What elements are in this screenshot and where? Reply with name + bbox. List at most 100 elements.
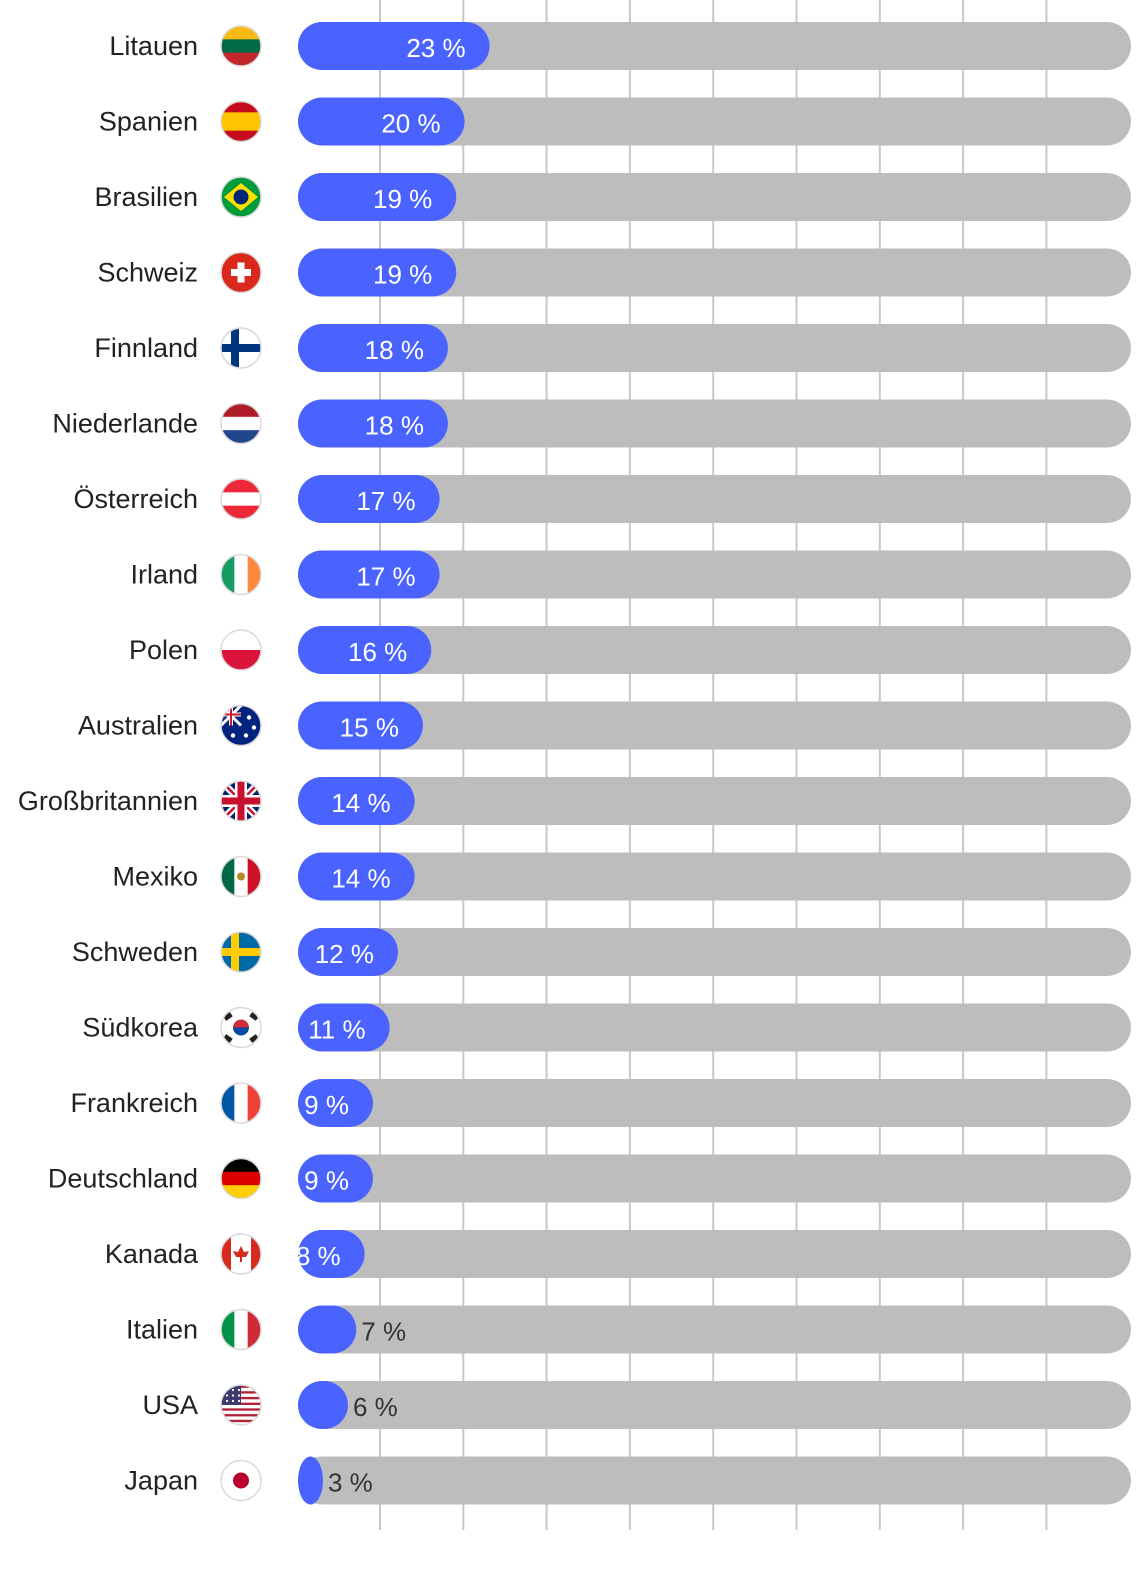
country-label: Südkorea <box>82 1013 199 1043</box>
france-flag-icon <box>220 1082 262 1124</box>
country-label: Mexiko <box>112 862 198 892</box>
bar <box>298 1456 323 1505</box>
bar <box>298 173 457 221</box>
australia-flag-icon <box>220 704 262 747</box>
bar-row: Kanada 8 % <box>105 1230 1131 1278</box>
data-label: 3 % <box>328 1468 373 1498</box>
bar <box>298 324 448 372</box>
bar <box>298 97 465 146</box>
data-label: 9 % <box>304 1090 349 1120</box>
bar-track <box>298 1456 1131 1505</box>
usa-flag-icon <box>220 1384 262 1426</box>
bar-row: Italien 7 % <box>126 1305 1131 1354</box>
bar-row: Frankreich 9 % <box>70 1079 1131 1127</box>
mexico-flag-icon <box>220 855 262 898</box>
data-label: 18 % <box>365 335 424 365</box>
finland-flag-icon <box>220 327 262 369</box>
data-label: 17 % <box>356 562 415 592</box>
bar-track <box>298 97 1131 146</box>
data-label: 20 % <box>381 109 440 139</box>
data-label: 14 % <box>331 864 390 894</box>
bar-track <box>298 928 1131 976</box>
bar <box>298 852 415 901</box>
bar <box>298 22 490 70</box>
data-label: 12 % <box>315 939 374 969</box>
bar <box>298 475 440 523</box>
bar <box>298 550 440 599</box>
bar-track <box>298 1003 1131 1052</box>
bar-track <box>298 1230 1131 1278</box>
bar-row: Australien 15 % <box>78 701 1131 750</box>
country-label: Litauen <box>109 31 198 61</box>
bar-row: Polen 16 % <box>129 626 1131 674</box>
bar-row: Großbritannien 14 % <box>18 777 1131 825</box>
country-label: Spanien <box>99 107 198 137</box>
bar <box>298 1381 348 1429</box>
country-label: Japan <box>124 1466 198 1496</box>
bar-row: Spanien 20 % <box>99 97 1131 146</box>
japan-flag-icon <box>220 1459 262 1502</box>
data-label: 16 % <box>348 637 407 667</box>
bar <box>298 928 398 976</box>
bar-track <box>298 399 1131 448</box>
data-label: 11 % <box>308 1015 365 1045</box>
grid-lines <box>379 0 1048 1530</box>
country-label: Niederlande <box>52 409 198 439</box>
bar-track <box>298 248 1131 297</box>
bar-row: Brasilien 19 % <box>94 173 1131 221</box>
country-label: Italien <box>126 1315 198 1345</box>
bar <box>298 701 423 750</box>
ireland-flag-icon <box>220 553 262 596</box>
bar <box>298 777 415 825</box>
bar-track <box>298 626 1131 674</box>
canada-flag-icon <box>220 1233 262 1275</box>
bar-row: Japan 3 % <box>124 1456 1131 1505</box>
bar-track <box>298 1305 1131 1354</box>
netherlands-flag-icon <box>220 402 262 445</box>
bar-track <box>298 852 1131 901</box>
country-label: Schweiz <box>97 258 198 288</box>
country-label: Österreich <box>73 484 198 514</box>
lithuania-flag-icon <box>220 25 262 67</box>
sweden-flag-icon <box>220 931 262 973</box>
country-label: Australien <box>78 711 198 741</box>
bar <box>298 248 457 297</box>
bar <box>298 1079 373 1127</box>
country-label: Kanada <box>105 1239 199 1269</box>
country-label: Irland <box>130 560 198 590</box>
bar-track <box>298 1381 1131 1429</box>
bar <box>298 1154 373 1203</box>
country-label: Frankreich <box>70 1088 198 1118</box>
data-label: 18 % <box>365 411 424 441</box>
germany-flag-icon <box>220 1157 262 1200</box>
bar-track <box>298 173 1131 221</box>
brazil-flag-icon <box>220 176 262 218</box>
bar-track <box>298 701 1131 750</box>
poland-flag-icon <box>220 629 262 671</box>
spain-flag-icon <box>220 100 262 143</box>
bar-track <box>298 475 1131 523</box>
bar-track <box>298 777 1131 825</box>
austria-flag-icon <box>220 478 262 520</box>
bar-track <box>298 550 1131 599</box>
bar-track <box>298 1079 1131 1127</box>
data-label: 19 % <box>373 184 432 214</box>
data-label: 8 % <box>296 1241 341 1271</box>
data-label: 6 % <box>353 1392 398 1422</box>
bar-track <box>298 324 1131 372</box>
bar-row: USA 6 % <box>142 1381 1131 1429</box>
bar-row: Österreich 17 % <box>73 475 1131 523</box>
switzerland-flag-icon <box>220 251 262 294</box>
bar <box>298 1230 365 1278</box>
italy-flag-icon <box>220 1308 262 1351</box>
data-label: 23 % <box>406 33 465 63</box>
bar-row: Litauen 23 % <box>109 22 1131 70</box>
country-label: USA <box>142 1390 198 1420</box>
bar-row: Südkorea 11 % <box>82 1003 1131 1052</box>
bar-row: Deutschland 9 % <box>48 1154 1131 1203</box>
bar <box>298 399 448 448</box>
bar <box>298 626 432 674</box>
data-label: 19 % <box>373 260 432 290</box>
country-label: Brasilien <box>94 182 198 212</box>
